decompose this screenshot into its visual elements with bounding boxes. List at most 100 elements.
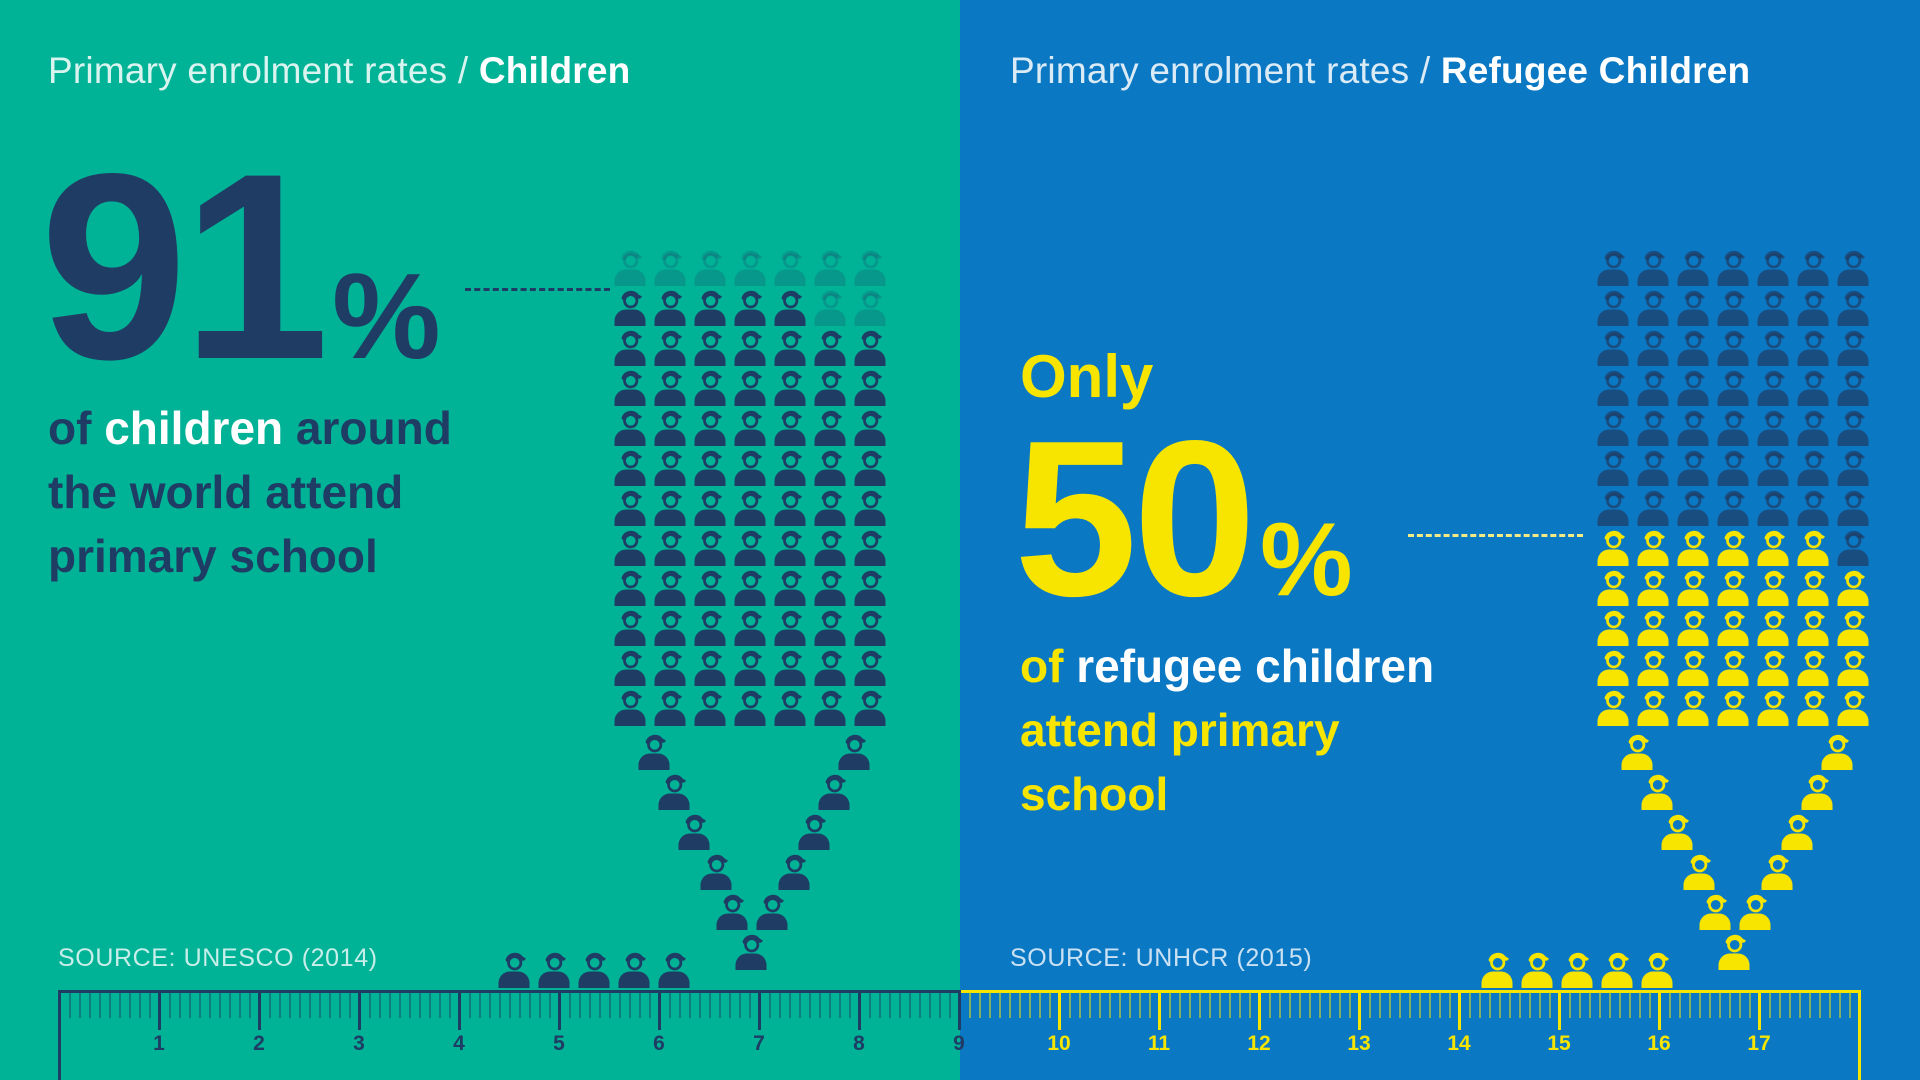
person-icon xyxy=(1715,410,1751,446)
person-icon xyxy=(692,610,728,646)
statement-highlight: refugee children xyxy=(1076,640,1435,692)
callout-dash-line-left xyxy=(465,288,610,291)
person-icon xyxy=(1755,650,1791,686)
person-icon xyxy=(652,250,688,286)
person-icon xyxy=(576,952,612,988)
statement-text: of xyxy=(1020,640,1077,692)
person-icon xyxy=(772,450,808,486)
person-icon xyxy=(1595,530,1631,566)
person-icon xyxy=(852,650,888,686)
person-icon xyxy=(1519,952,1555,988)
person-icon xyxy=(1639,774,1675,810)
person-icon xyxy=(1635,570,1671,606)
person-icon xyxy=(812,330,848,366)
person-icon xyxy=(1595,650,1631,686)
person-icon xyxy=(852,290,888,326)
person-icon xyxy=(1635,410,1671,446)
person-icon xyxy=(1795,570,1831,606)
person-icon xyxy=(1716,934,1752,970)
person-icon xyxy=(612,370,648,406)
person-icon xyxy=(1755,410,1791,446)
percent-sign: % xyxy=(1260,502,1353,618)
person-icon xyxy=(1835,490,1871,526)
statement-highlight: children xyxy=(104,402,284,454)
person-icon xyxy=(1715,530,1751,566)
person-icon xyxy=(692,290,728,326)
person-icon xyxy=(1675,650,1711,686)
person-icon xyxy=(732,330,768,366)
person-icon xyxy=(692,450,728,486)
statement-line: school xyxy=(1020,768,1169,820)
person-icon xyxy=(852,370,888,406)
person-icon xyxy=(732,490,768,526)
person-icon xyxy=(1835,690,1871,726)
statement-line: of refugee children xyxy=(1020,634,1434,698)
person-icon xyxy=(1835,610,1871,646)
title-prefix: Primary enrolment rates / xyxy=(1010,50,1441,91)
person-icon xyxy=(1595,290,1631,326)
person-icon xyxy=(1795,250,1831,286)
person-icon xyxy=(732,250,768,286)
person-icon xyxy=(692,370,728,406)
person-icon xyxy=(652,530,688,566)
person-icon xyxy=(1795,410,1831,446)
person-icon xyxy=(1659,814,1695,850)
person-icon xyxy=(812,290,848,326)
person-icon xyxy=(1595,610,1631,646)
person-icon xyxy=(1635,650,1671,686)
person-icon xyxy=(732,370,768,406)
person-icon xyxy=(852,450,888,486)
person-icon xyxy=(772,690,808,726)
person-icon xyxy=(812,690,848,726)
person-icon xyxy=(1737,894,1773,930)
person-icon xyxy=(1595,570,1631,606)
person-icon xyxy=(1755,490,1791,526)
person-icon xyxy=(1635,610,1671,646)
statement-line: primary school xyxy=(48,530,378,582)
person-icon xyxy=(1715,450,1751,486)
person-icon xyxy=(612,290,648,326)
person-icon xyxy=(1595,370,1631,406)
person-icon xyxy=(732,290,768,326)
person-icon xyxy=(1755,570,1791,606)
person-icon xyxy=(1635,290,1671,326)
person-icon xyxy=(732,570,768,606)
person-icon xyxy=(812,650,848,686)
person-icon xyxy=(772,530,808,566)
person-icon xyxy=(1795,610,1831,646)
person-icon xyxy=(772,490,808,526)
person-icon xyxy=(1715,610,1751,646)
person-icon xyxy=(616,952,652,988)
person-icon xyxy=(852,410,888,446)
person-icon xyxy=(1799,774,1835,810)
person-icon xyxy=(733,934,769,970)
person-icon xyxy=(1755,690,1791,726)
person-icon xyxy=(652,650,688,686)
person-icon xyxy=(772,570,808,606)
person-icon xyxy=(852,690,888,726)
person-icon xyxy=(1755,250,1791,286)
person-icon xyxy=(1715,330,1751,366)
person-icon xyxy=(656,952,692,988)
person-icon xyxy=(1715,490,1751,526)
person-icon xyxy=(652,490,688,526)
person-icon xyxy=(812,490,848,526)
person-icon xyxy=(1795,690,1831,726)
person-icon xyxy=(536,952,572,988)
person-icon xyxy=(1755,610,1791,646)
person-icon xyxy=(1795,530,1831,566)
person-icon xyxy=(1599,952,1635,988)
person-icon xyxy=(676,814,712,850)
person-icon xyxy=(1675,450,1711,486)
person-icon xyxy=(772,290,808,326)
person-icon xyxy=(852,570,888,606)
person-icon xyxy=(652,690,688,726)
person-icon xyxy=(692,490,728,526)
person-icon xyxy=(1635,530,1671,566)
callout-dash-line-right xyxy=(1408,534,1583,537)
person-icon xyxy=(776,854,812,890)
person-icon xyxy=(692,250,728,286)
person-icon xyxy=(1595,490,1631,526)
person-icon xyxy=(852,250,888,286)
children-enrolment-stat: 91% xyxy=(40,135,441,400)
